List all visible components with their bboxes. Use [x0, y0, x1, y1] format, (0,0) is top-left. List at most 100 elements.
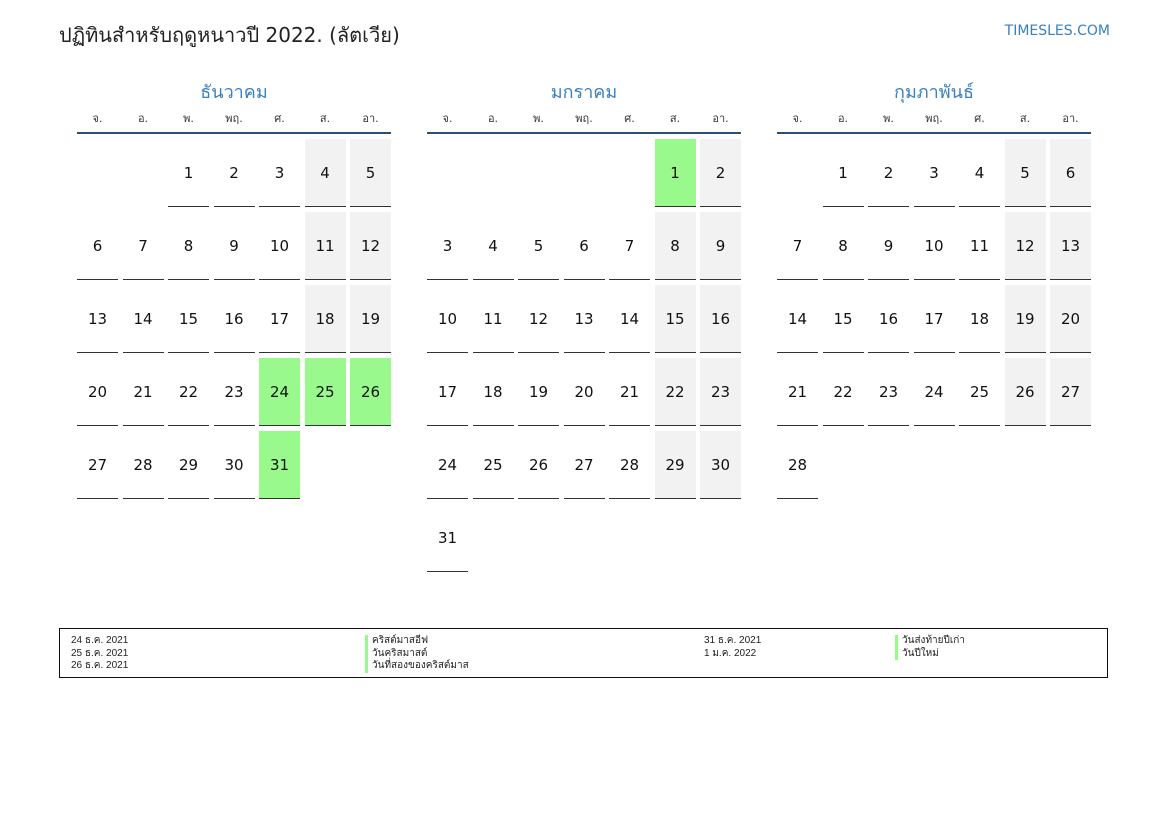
weekday-label: จ.	[792, 112, 803, 125]
day-cell: 29	[168, 431, 209, 499]
day-cell: 28	[777, 431, 818, 499]
day-cell: 13	[1050, 212, 1091, 280]
legend-date: 25 ธ.ค. 2021	[71, 647, 129, 659]
holiday-day-cell: 1	[654, 139, 696, 207]
legend-date: 24 ธ.ค. 2021	[71, 635, 129, 646]
legend-date: 31 ธ.ค. 2021	[704, 635, 762, 646]
weekday-label: พฤ.	[575, 112, 593, 125]
empty-day-cell	[427, 139, 468, 207]
day-cell: 18	[304, 285, 346, 353]
empty-day-cell	[123, 139, 164, 207]
day-cell: 19	[350, 285, 391, 353]
holiday-day-cell: 26	[350, 358, 391, 426]
weekday-header: จ. อ. พ. พฤ. ศ. ส. อา.	[77, 109, 391, 134]
weekday-label: พฤ.	[225, 112, 243, 125]
day-cell: 17	[259, 285, 300, 353]
day-cell: 7	[777, 212, 818, 280]
day-cell: 1	[822, 139, 864, 207]
weekday-label: อา.	[712, 112, 729, 125]
page-title: ปฏิทินสำหรับฤดูหนาวปี 2022. (ลัตเวีย)	[59, 23, 400, 47]
day-cell: 5	[518, 212, 559, 280]
day-cell: 1	[168, 139, 209, 207]
day-cell: 21	[609, 358, 650, 426]
day-cell: 7	[122, 212, 164, 280]
day-cell: 6	[563, 212, 605, 280]
days-grid: 1 2 3 4 5 6 7 8 9 10 11 12 13 14 15 16 17 18 19 20 21 22 23 24 2…	[777, 139, 1091, 499]
day-cell: 19	[1004, 285, 1046, 353]
day-cell: 5	[1004, 139, 1046, 207]
empty-day-cell	[518, 139, 559, 207]
legend-holiday-name: วันส่งท้ายปีเก่า	[895, 635, 965, 648]
day-cell: 15	[168, 285, 209, 353]
day-cell: 29	[654, 431, 696, 499]
weekday-label: อ.	[487, 112, 499, 125]
day-cell: 4	[304, 139, 346, 207]
empty-day-cell	[777, 139, 818, 207]
legend-date: 1 ม.ค. 2022	[704, 647, 757, 659]
day-cell: 22	[822, 358, 864, 426]
site-link[interactable]: TIMESLES.COM	[1004, 23, 1110, 39]
day-cell: 6	[77, 212, 118, 280]
weekday-label: พฤ.	[925, 112, 943, 125]
day-cell: 14	[609, 285, 650, 353]
weekday-label: จ.	[442, 112, 453, 125]
weekday-label: ศ.	[274, 112, 285, 125]
month-title: กุมภาพันธ์	[894, 82, 974, 103]
weekday-label: ส.	[669, 112, 681, 125]
weekday-label: ศ.	[974, 112, 985, 125]
weekday-label: พ.	[533, 112, 544, 125]
day-cell: 30	[213, 431, 255, 499]
weekday-label: ส.	[319, 112, 331, 125]
legend-dates-right: 31 ธ.ค. 2021 1 ม.ค. 2022	[704, 635, 761, 660]
day-cell: 9	[868, 212, 909, 280]
day-cell: 21	[777, 358, 818, 426]
day-cell: 30	[700, 431, 741, 499]
day-cell: 22	[654, 358, 696, 426]
month-december: ธันวาคม จ. อ. พ. พฤ. ศ. ส. อา. 1 2 3 4 5 6 7 8 9 10 11 12…	[77, 82, 391, 499]
day-cell: 20	[1050, 285, 1091, 353]
day-cell: 16	[213, 285, 255, 353]
day-cell: 8	[168, 212, 209, 280]
day-cell: 2	[700, 139, 741, 207]
legend-holiday-name: วันคริสมาสต์	[365, 647, 469, 660]
day-cell: 12	[518, 285, 559, 353]
day-cell: 28	[609, 431, 650, 499]
day-cell: 2	[868, 139, 909, 207]
day-cell: 4	[472, 212, 514, 280]
day-cell: 4	[959, 139, 1000, 207]
day-cell: 27	[563, 431, 605, 499]
day-cell: 15	[654, 285, 696, 353]
day-cell: 11	[959, 212, 1000, 280]
day-cell: 3	[913, 139, 955, 207]
day-cell: 20	[77, 358, 118, 426]
day-cell: 27	[1050, 358, 1091, 426]
day-cell: 13	[77, 285, 118, 353]
weekday-label: อา.	[362, 112, 379, 125]
legend-names-left: คริสต์มาสอีฟ วันคริสมาสต์ วันที่สองของคร…	[365, 635, 469, 673]
weekday-label: จ.	[92, 112, 103, 125]
day-cell: 19	[518, 358, 559, 426]
day-cell: 17	[913, 285, 955, 353]
day-cell: 25	[472, 431, 514, 499]
weekday-label: พ.	[183, 112, 194, 125]
day-cell: 14	[122, 285, 164, 353]
day-cell: 8	[654, 212, 696, 280]
month-title: ธันวาคม	[200, 82, 268, 103]
weekday-label: ส.	[1019, 112, 1031, 125]
day-cell: 18	[959, 285, 1000, 353]
day-cell: 22	[168, 358, 209, 426]
day-cell: 23	[700, 358, 741, 426]
day-cell: 27	[77, 431, 118, 499]
days-grid: 1 2 3 4 5 6 7 8 9 10 11 12 13 14 15 16 17 18 19 20 21 22 23 24 2…	[427, 139, 741, 572]
day-cell: 8	[822, 212, 864, 280]
day-cell: 6	[1050, 139, 1091, 207]
empty-day-cell	[609, 139, 650, 207]
days-grid: 1 2 3 4 5 6 7 8 9 10 11 12 13 14 15 16 17 18 19 20 21 22 23 24 2…	[77, 139, 391, 499]
legend-dates-left: 24 ธ.ค. 2021 25 ธ.ค. 2021 26 ธ.ค. 2021	[71, 635, 128, 673]
legend-holiday-name: วันปีใหม่	[895, 647, 965, 660]
day-cell: 9	[213, 212, 255, 280]
empty-day-cell	[564, 139, 605, 207]
day-cell: 16	[868, 285, 909, 353]
day-cell: 3	[259, 139, 300, 207]
day-cell: 31	[427, 504, 468, 572]
